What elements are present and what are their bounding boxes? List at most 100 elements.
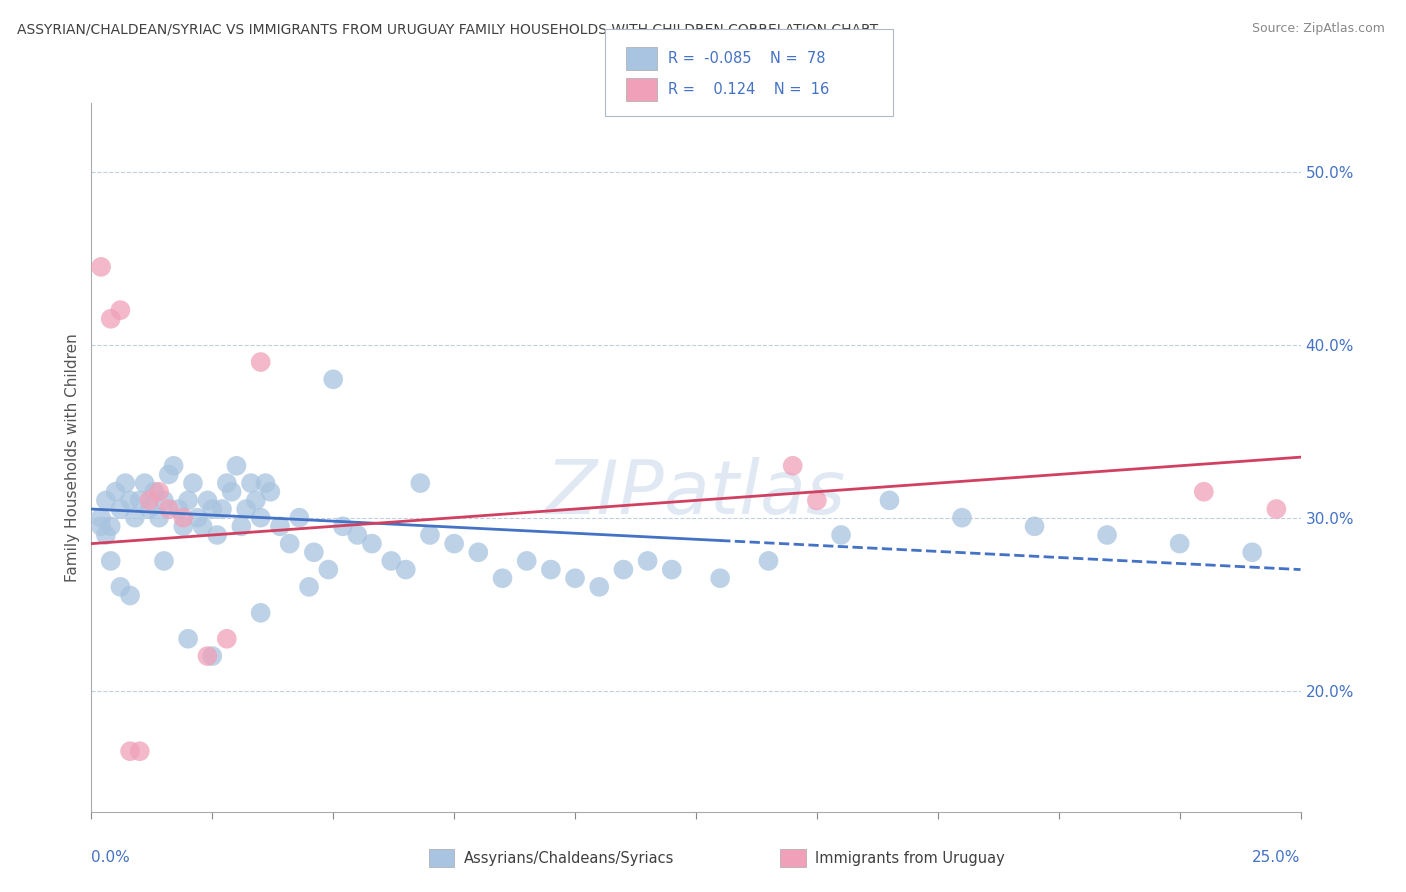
Point [346,528,368,542]
Point [162,458,184,473]
Point [395,563,418,577]
Point [254,476,277,491]
Point [612,563,634,577]
Point [1265,502,1288,516]
Point [114,476,136,491]
Point [104,484,127,499]
Point [302,545,325,559]
Point [100,311,122,326]
Point [758,554,780,568]
Point [830,528,852,542]
Point [380,554,402,568]
Point [187,510,209,524]
Point [1168,536,1191,550]
Point [211,502,233,516]
Point [637,554,659,568]
Text: ASSYRIAN/CHALDEAN/SYRIAC VS IMMIGRANTS FROM URUGUAY FAMILY HOUSEHOLDS WITH CHILD: ASSYRIAN/CHALDEAN/SYRIAC VS IMMIGRANTS F… [17,22,877,37]
Text: 25.0%: 25.0% [1253,850,1301,864]
Point [249,510,271,524]
Point [491,571,513,585]
Point [191,519,214,533]
Point [110,502,132,516]
Point [278,536,301,550]
Point [709,571,731,585]
Point [332,519,354,533]
Point [269,519,291,533]
Point [157,502,180,516]
Text: 0.0%: 0.0% [91,850,131,864]
Point [138,502,160,516]
Point [1024,519,1046,533]
Point [259,484,281,499]
Point [231,519,253,533]
Point [240,476,263,491]
Point [90,519,112,533]
Point [167,502,190,516]
Point [1095,528,1118,542]
Text: Immigrants from Uruguay: Immigrants from Uruguay [815,851,1005,865]
Point [516,554,538,568]
Text: Source: ZipAtlas.com: Source: ZipAtlas.com [1251,22,1385,36]
Point [153,554,176,568]
Point [215,476,238,491]
Point [205,528,228,542]
Point [564,571,586,585]
Point [322,372,344,386]
Point [201,648,224,663]
Point [172,510,194,524]
Point [661,563,683,577]
Point [361,536,384,550]
Point [225,458,247,473]
Point [134,476,156,491]
Point [1241,545,1264,559]
Point [128,744,150,758]
Point [128,493,150,508]
Text: R =    0.124    N =  16: R = 0.124 N = 16 [668,82,830,96]
Point [177,493,200,508]
Point [148,484,170,499]
Point [197,648,219,663]
Point [110,303,132,318]
Point [318,563,340,577]
Point [245,493,267,508]
Point [588,580,610,594]
Point [197,493,219,508]
Point [100,554,122,568]
Point [143,484,166,499]
Point [124,510,146,524]
Point [201,502,224,516]
Text: R =  -0.085    N =  78: R = -0.085 N = 78 [668,52,825,66]
Point [138,493,160,508]
Point [153,493,176,508]
Point [467,545,489,559]
Point [235,502,257,516]
Point [177,632,200,646]
Point [100,519,122,533]
Point [419,528,441,542]
Point [172,519,194,533]
Point [90,260,112,274]
Point [288,510,311,524]
Y-axis label: Family Households with Children: Family Households with Children [65,333,80,582]
Point [540,563,562,577]
Point [443,536,465,550]
Point [110,580,132,594]
Point [120,589,142,603]
Point [1192,484,1215,499]
Point [249,355,271,369]
Text: Assyrians/Chaldeans/Syriacs: Assyrians/Chaldeans/Syriacs [464,851,675,865]
Point [148,510,170,524]
Point [950,510,973,524]
Point [181,476,204,491]
Point [94,493,117,508]
Point [879,493,901,508]
Point [215,632,238,646]
Point [221,484,243,499]
Point [298,580,321,594]
Point [90,510,112,524]
Point [782,458,804,473]
Point [409,476,432,491]
Point [157,467,180,482]
Text: ZIPatlas: ZIPatlas [546,457,846,529]
Point [806,493,828,508]
